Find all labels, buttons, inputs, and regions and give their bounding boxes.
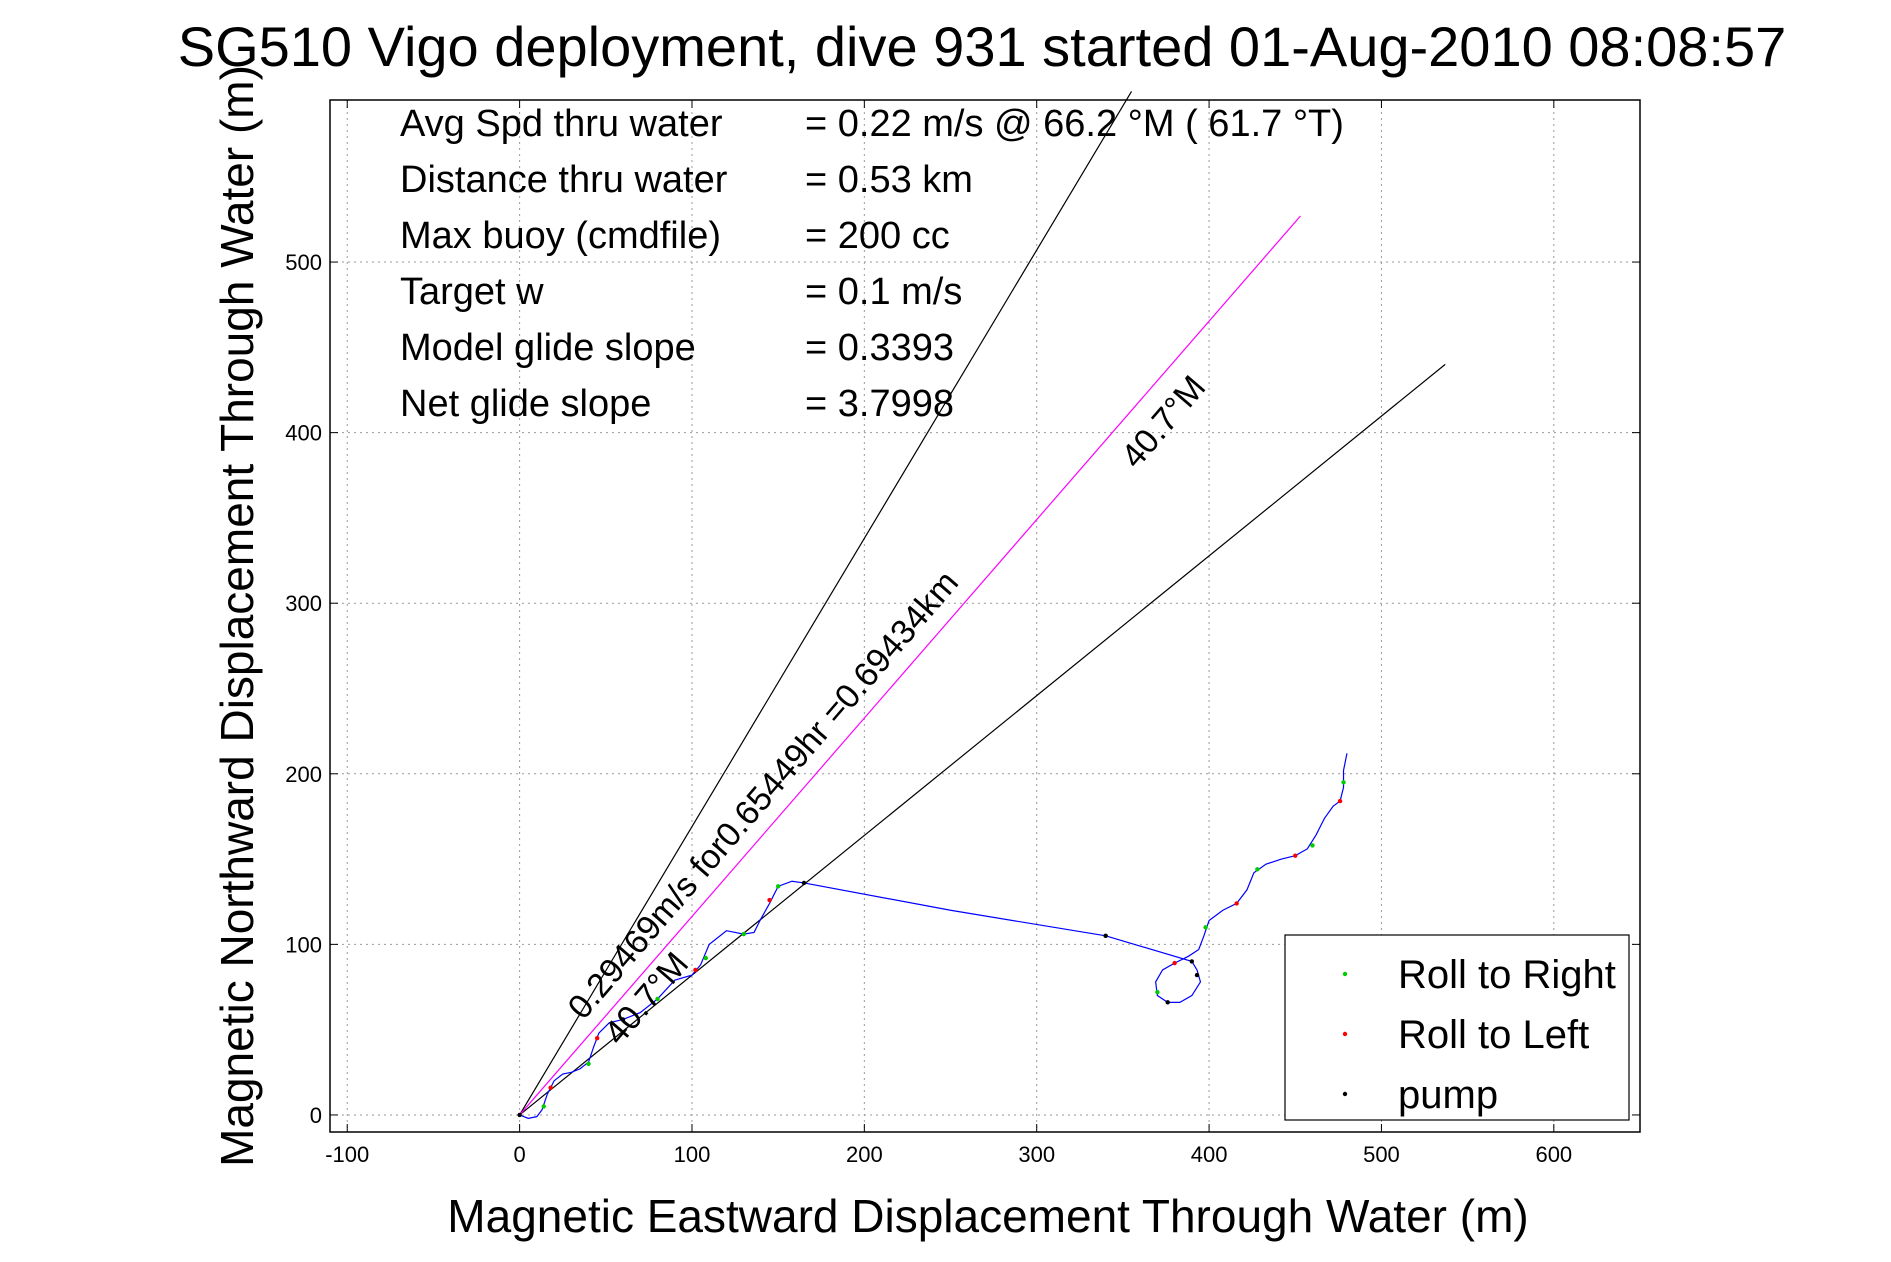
legend-marker xyxy=(1342,1031,1348,1037)
y-tick-label: 400 xyxy=(285,421,322,446)
point-roll-to-left xyxy=(693,967,698,973)
y-tick-label: 300 xyxy=(285,591,322,616)
point-roll-to-left xyxy=(1172,960,1177,966)
angle-annotation: 40.7°M xyxy=(1114,369,1213,476)
x-tick-label: 500 xyxy=(1363,1142,1400,1167)
point-roll-to-left xyxy=(594,1035,600,1041)
y-tick-label: 0 xyxy=(310,1103,322,1128)
info-block: Avg Spd thru water = 0.22 m/s @ 66.2 °M (… xyxy=(400,103,1344,425)
x-axis-label: Magnetic Eastward Displacement Through W… xyxy=(447,1190,1528,1242)
point-pump xyxy=(1189,959,1195,964)
info-label: Net glide slope xyxy=(400,383,651,425)
plot-frame xyxy=(329,99,1641,1133)
point-pump xyxy=(517,1112,522,1118)
x-tick-label: 100 xyxy=(674,1142,711,1167)
x-tick-label: -100 xyxy=(325,1142,369,1167)
legend-entry: Roll to Left xyxy=(1398,1013,1589,1057)
point-pump xyxy=(620,1017,626,1022)
point-roll-to-left xyxy=(767,897,772,903)
info-value: = 3.7998 xyxy=(805,383,954,425)
chart-title: SG510 Vigo deployment, dive 931 started … xyxy=(178,15,1787,78)
upper-guide xyxy=(519,91,1133,1116)
point-roll-to-left xyxy=(548,1085,553,1090)
legend-entry: Roll to Right xyxy=(1398,953,1616,997)
legend-box xyxy=(1284,934,1630,1121)
point-roll-to-right xyxy=(703,955,708,961)
legend-marker xyxy=(1342,1091,1348,1097)
lower-guide xyxy=(519,363,1446,1116)
info-value: = 0.1 m/s xyxy=(805,271,962,313)
y-tick-label: 500 xyxy=(285,250,322,275)
info-value: = 0.22 m/s @ 66.2 °M ( 61.7 °T) xyxy=(805,103,1344,145)
point-roll-to-right xyxy=(541,1104,546,1109)
guides-layer xyxy=(519,91,1446,1116)
legend-entry: pump xyxy=(1398,1073,1498,1117)
info-label: Model glide slope xyxy=(400,327,696,369)
point-pump xyxy=(801,880,807,886)
y-axis-label: Magnetic Northward Displacement Through … xyxy=(211,65,263,1167)
x-tick-label: 400 xyxy=(1191,1142,1228,1167)
point-roll-to-right xyxy=(586,1061,591,1066)
info-value: = 0.3393 xyxy=(805,327,954,369)
info-label: Max buoy (cmdfile) xyxy=(400,215,721,257)
series-layer xyxy=(517,753,1348,1119)
point-roll-to-right xyxy=(1155,989,1160,995)
point-roll-to-left xyxy=(1234,901,1239,906)
legend-marker xyxy=(1342,971,1348,977)
x-tick-label: 300 xyxy=(1018,1142,1055,1167)
heading-line xyxy=(519,215,1301,1116)
x-tick-label: 0 xyxy=(513,1142,525,1167)
y-tick-label: 200 xyxy=(285,762,322,787)
point-pump xyxy=(1103,933,1108,939)
x-tick-label: 200 xyxy=(846,1142,883,1167)
info-value: = 0.53 km xyxy=(805,159,973,201)
point-roll-to-left xyxy=(1293,853,1298,858)
info-value: = 200 cc xyxy=(805,215,950,257)
info-label: Target w xyxy=(400,271,544,313)
x-tick-label: 600 xyxy=(1535,1142,1572,1167)
point-roll-to-right xyxy=(655,996,660,1002)
point-roll-to-left xyxy=(1337,798,1343,804)
point-roll-to-right xyxy=(1203,925,1208,930)
point-roll-to-right xyxy=(741,931,746,937)
legend: Roll to Right Roll to Left pump xyxy=(1284,934,1630,1121)
point-roll-to-right xyxy=(1341,780,1346,785)
point-roll-to-right xyxy=(1255,867,1260,872)
y-tick-label: 100 xyxy=(285,932,322,957)
angle-annotation: 0.29469m/s for0.65449hr =0.69434km xyxy=(561,564,966,1027)
point-roll-to-right xyxy=(1310,843,1315,848)
info-label: Avg Spd thru water xyxy=(400,103,723,145)
point-roll-to-right xyxy=(775,884,781,889)
point-pump xyxy=(1194,972,1200,978)
point-pump xyxy=(1165,1000,1170,1005)
annot-layer: 0.29469m/s for0.65449hr =0.69434km 40.7°M… xyxy=(561,369,1214,1052)
info-label: Distance thru water xyxy=(400,159,728,201)
